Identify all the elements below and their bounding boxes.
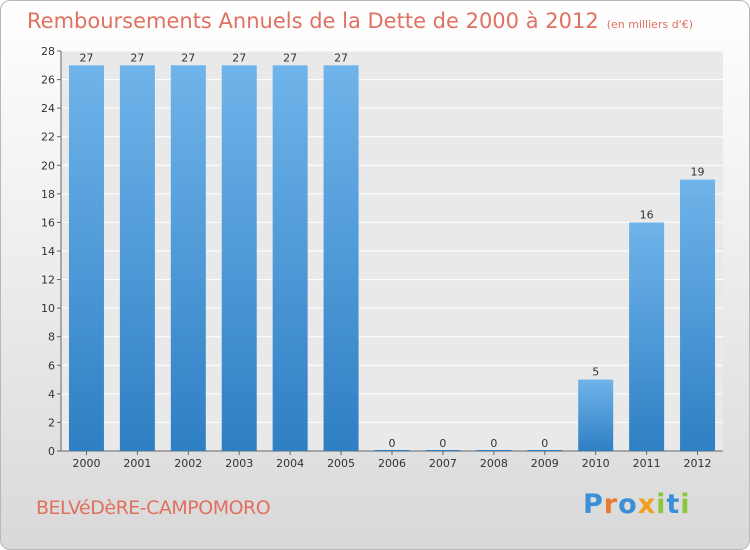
bar [170,65,206,452]
x-tick-label: 2006 [378,457,406,470]
x-tick-label: 2001 [123,457,151,470]
y-tick-label: 26 [41,74,55,87]
y-tick-label: 6 [48,359,55,372]
x-tick-label: 2003 [225,457,253,470]
y-tick-label: 0 [48,445,55,458]
x-tick-label: 2010 [582,457,610,470]
y-tick-label: 2 [48,416,55,429]
x-tick-label: 2002 [174,457,202,470]
y-tick-label: 16 [41,216,55,229]
logo-letter: i [680,489,691,520]
x-tick-label: 2012 [684,457,712,470]
bar [68,65,104,452]
bar [374,450,410,451]
logo-letter: t [666,489,681,520]
x-tick-label: 2009 [531,457,559,470]
data-label: 27 [181,51,195,64]
logo-letter: r [603,489,619,520]
data-label: 27 [334,51,348,64]
data-label: 16 [640,208,654,221]
data-label: 5 [592,366,599,379]
chart-title-text: Remboursements Annuels de la Dette de 20… [27,9,599,33]
bar [527,450,563,451]
y-tick-label: 10 [41,302,55,315]
y-tick-label: 24 [41,102,55,115]
chart-unit: (en milliers d'€) [606,18,693,31]
data-label: 0 [389,437,396,450]
data-label: 27 [232,51,246,64]
x-tick-label: 2000 [72,457,100,470]
commune-name: BELVéDèRE-CAMPOMORO [36,497,271,519]
proxiti-logo: Proxiti [583,489,691,520]
bar [629,222,665,451]
logo-letter: i [656,489,667,520]
bar [272,65,308,452]
y-tick-label: 12 [41,274,55,287]
data-label: 27 [283,51,297,64]
y-tick-label: 20 [41,159,55,172]
y-tick-label: 18 [41,188,55,201]
y-tick-label: 14 [41,245,55,258]
bar [425,450,461,451]
data-label: 27 [130,51,144,64]
logo-letter: P [583,489,604,520]
bar [221,65,257,452]
data-label: 0 [541,437,548,450]
bar [323,65,359,452]
y-tick-label: 22 [41,131,55,144]
x-tick-label: 2004 [276,457,304,470]
logo-letter: x [637,489,657,520]
y-tick-label: 4 [48,388,55,401]
data-label: 19 [691,166,705,179]
x-tick-label: 2007 [429,457,457,470]
bar [119,65,155,452]
x-tick-label: 2008 [480,457,508,470]
x-tick-label: 2005 [327,457,355,470]
bar [476,450,512,451]
y-tick-label: 8 [48,331,55,344]
bar [578,379,614,451]
bar [680,179,716,452]
y-tick-label: 28 [41,45,55,58]
chart-title: Remboursements Annuels de la Dette de 20… [27,9,693,33]
data-label: 0 [490,437,497,450]
logo-letter: o [618,489,638,520]
data-label: 27 [79,51,93,64]
x-tick-label: 2011 [633,457,661,470]
data-label: 0 [439,437,446,450]
